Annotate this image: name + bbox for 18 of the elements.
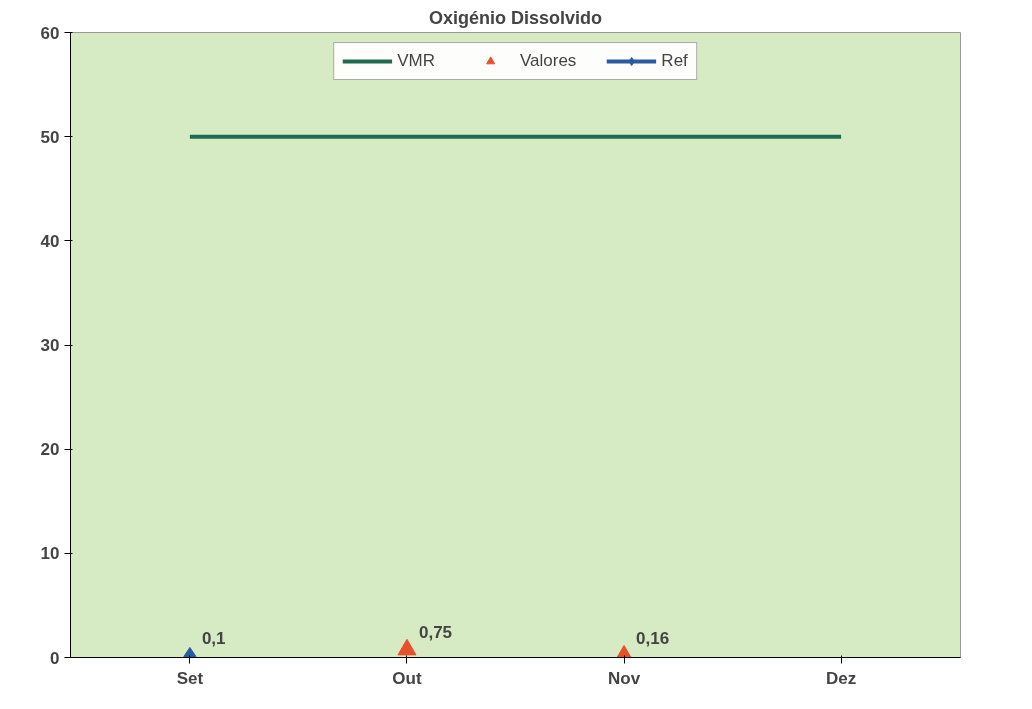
data-label: 0,75 xyxy=(418,622,453,642)
data-label: 0,1 xyxy=(201,629,226,649)
y-tick-label: 10 xyxy=(40,544,60,564)
x-tick-label: Out xyxy=(392,668,422,688)
y-tick-label: 20 xyxy=(40,440,60,460)
x-tick-label: Nov xyxy=(607,668,641,688)
data-label: 0,16 xyxy=(636,628,670,648)
x-tick-label: Set xyxy=(176,668,204,688)
chart-title: Oxigénio Dissolvido xyxy=(428,7,603,28)
y-tick-label: 40 xyxy=(40,231,60,251)
y-tick-label: 60 xyxy=(40,23,60,43)
y-tick-label: 0 xyxy=(50,648,60,668)
legend-label: Ref xyxy=(661,51,688,71)
x-tick-label: Dez xyxy=(825,668,857,688)
legend-label: Valores xyxy=(519,51,577,71)
y-tick-label: 50 xyxy=(40,127,60,147)
y-tick-label: 30 xyxy=(40,336,60,355)
legend-label: VMR xyxy=(397,51,435,71)
